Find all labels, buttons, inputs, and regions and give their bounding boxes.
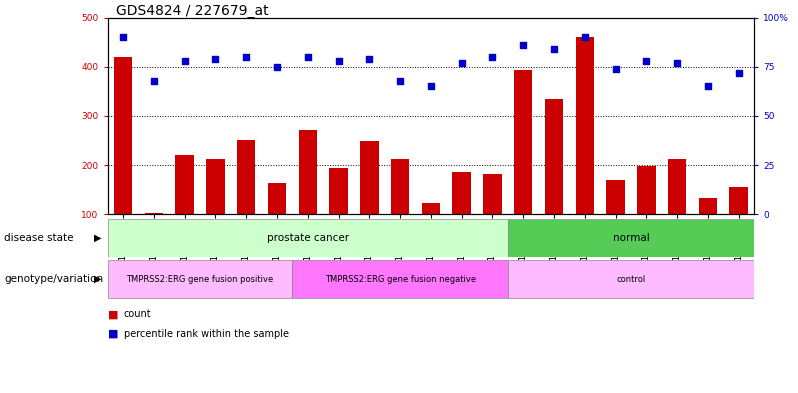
Point [486,54,499,60]
Point [332,58,345,64]
Text: ▶: ▶ [94,233,101,243]
Point [517,42,530,48]
Bar [421,204,440,214]
Bar [699,198,717,214]
Point [393,77,406,84]
Point [240,54,253,60]
Point [579,34,591,40]
Bar [391,159,409,214]
Bar [108,260,292,298]
Point [363,56,376,62]
Text: control: control [616,275,646,283]
Bar [637,165,656,214]
Point [178,58,191,64]
Bar [452,173,471,214]
Bar [484,174,502,214]
Bar [668,159,686,214]
Bar [298,130,317,214]
Point [456,60,468,66]
Bar [176,155,194,214]
Point [302,54,314,60]
Point [671,60,684,66]
Bar [108,219,508,257]
Point [271,64,283,70]
Bar [575,37,594,214]
Text: TMPRSS2:ERG gene fusion positive: TMPRSS2:ERG gene fusion positive [126,275,274,283]
Point [117,34,129,40]
Bar [237,140,255,214]
Bar [268,183,286,214]
Bar [508,260,754,298]
Point [640,58,653,64]
Bar [206,159,225,214]
Point [547,46,560,52]
Bar [360,141,378,214]
Text: TMPRSS2:ERG gene fusion negative: TMPRSS2:ERG gene fusion negative [325,275,476,283]
Text: normal: normal [613,233,650,243]
Text: percentile rank within the sample: percentile rank within the sample [124,329,289,339]
Text: ▶: ▶ [94,274,101,284]
Bar [292,260,508,298]
Text: count: count [124,309,152,320]
Point [701,83,714,90]
Bar [514,70,532,214]
Text: disease state: disease state [4,233,73,243]
Bar [729,187,748,214]
Bar [330,169,348,214]
Point [733,70,745,76]
Bar [545,99,563,214]
Point [425,83,437,90]
Point [148,77,160,84]
Bar [508,219,754,257]
Text: genotype/variation: genotype/variation [4,274,103,284]
Text: GDS4824 / 227679_at: GDS4824 / 227679_at [116,4,268,18]
Point [609,66,622,72]
Point [209,56,222,62]
Text: ■: ■ [108,329,118,339]
Text: ■: ■ [108,309,118,320]
Bar [114,57,132,214]
Text: prostate cancer: prostate cancer [267,233,349,243]
Bar [144,213,163,214]
Bar [606,180,625,214]
